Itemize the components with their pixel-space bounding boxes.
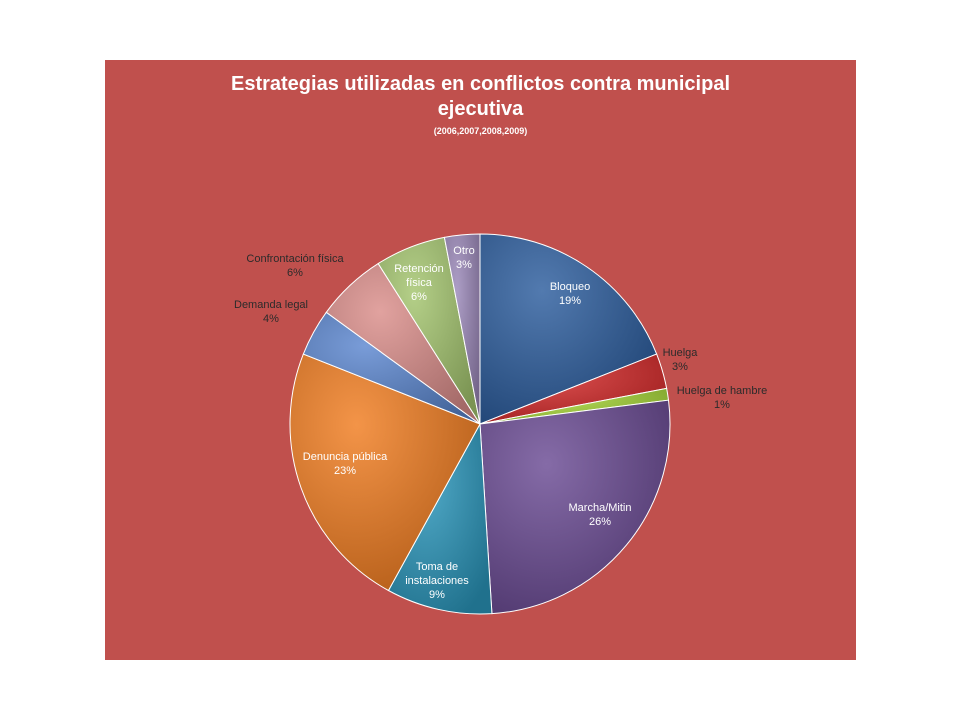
slice-label-marcha-mitin: Marcha/Mitin 26% <box>569 502 632 528</box>
pie-chart: Bloqueo 19% Huelga 3% Huelga de hambre 1% Marc… <box>234 233 768 615</box>
slice-label-otro: Otro 3% <box>453 245 474 271</box>
pie-slice-bloqueo <box>479 233 658 425</box>
slice-label-toma-de-instalaciones: Toma de instalaciones 9% <box>405 561 469 601</box>
slice-label-demanda-legal: Demanda legal 4% <box>234 299 308 325</box>
slice-label-huelga-de-hambre: Huelga de hambre 1% <box>677 385 768 411</box>
chart-title-block: Estrategias utilizadas en conflictos con… <box>105 72 856 138</box>
slice-label-bloqueo: Bloqueo 19% <box>550 281 590 307</box>
pie-slice-denuncia-p-blica <box>289 353 481 592</box>
chart-panel: Estrategias utilizadas en conflictos con… <box>105 60 856 660</box>
slice-label-retenci-n-f-sica: Retención física 6% <box>394 263 444 303</box>
slice-label-confrontaci-n-f-sica: Confrontación física 6% <box>246 253 344 279</box>
slice-label-huelga: Huelga 3% <box>663 347 699 373</box>
pie-slice-otro <box>443 233 481 425</box>
slice-label-denuncia-p-blica: Denuncia pública 23% <box>303 451 388 477</box>
pie-slice-toma-de-instalaciones <box>387 422 493 615</box>
chart-title: Estrategias utilizadas en conflictos con… <box>230 73 730 120</box>
chart-subtitle: (2006,2007,2008,2009) <box>433 126 528 136</box>
pie-slice-marcha-mitin <box>479 399 671 615</box>
